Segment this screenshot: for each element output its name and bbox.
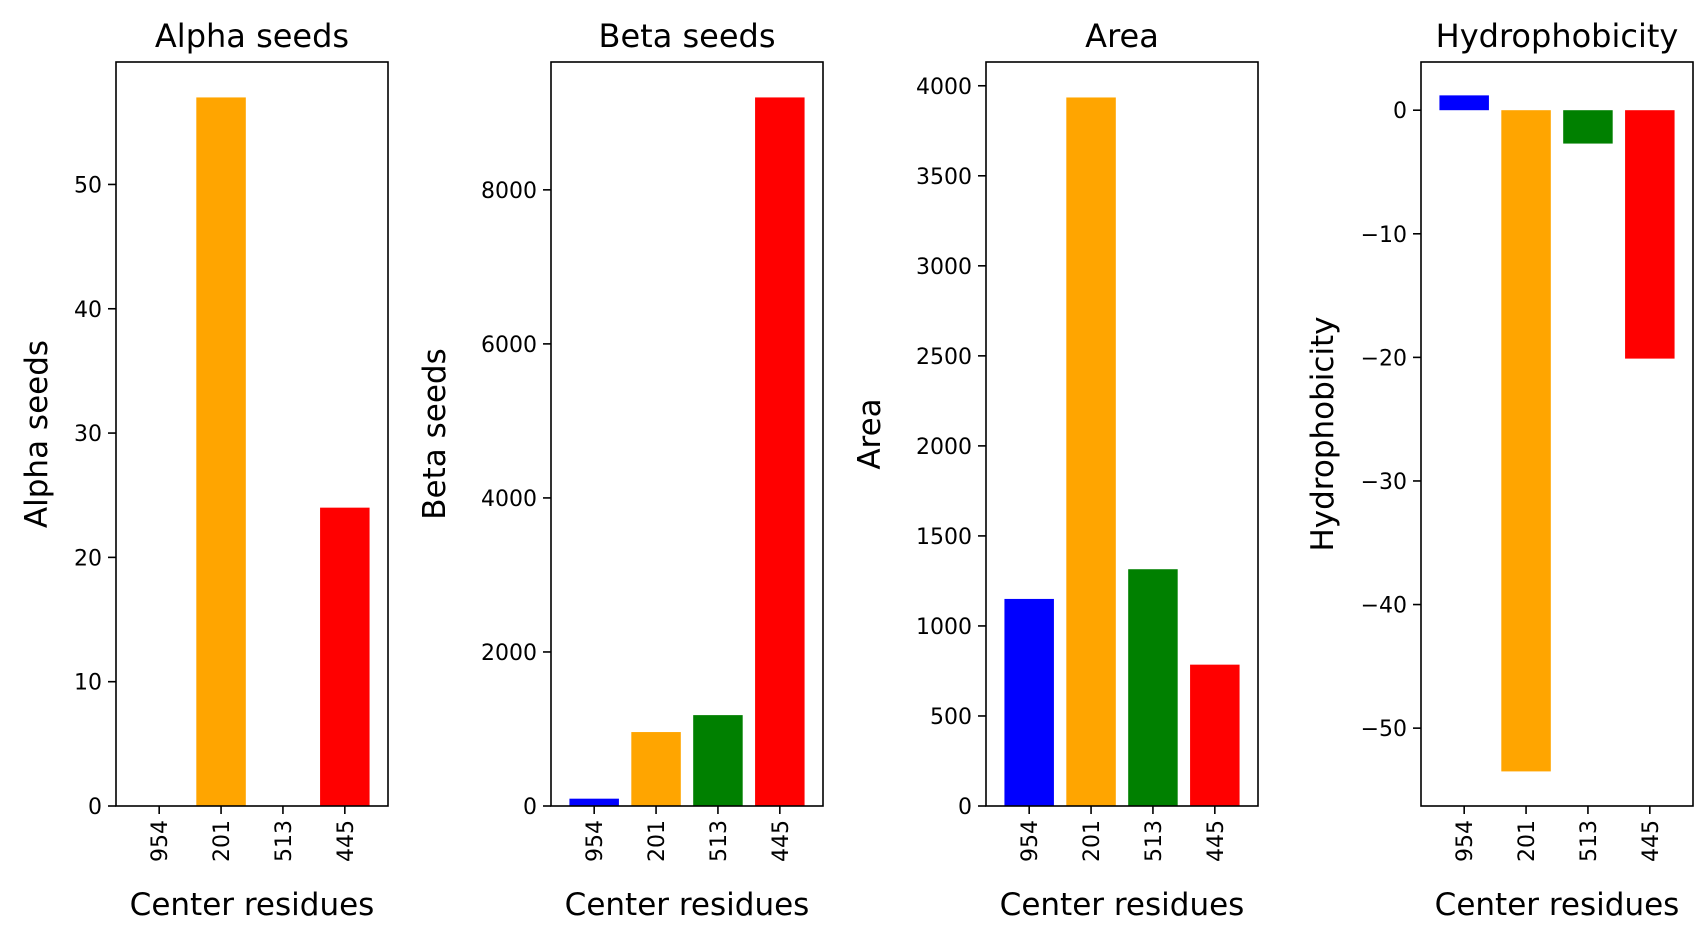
y-tick-label: −20 xyxy=(1361,346,1407,371)
y-tick-label: −50 xyxy=(1361,717,1407,742)
y-axis-label: Alpha seeds xyxy=(19,340,55,528)
y-tick-label: 0 xyxy=(1393,99,1407,124)
bar-513 xyxy=(693,715,743,806)
x-tick-label: 513 xyxy=(1577,820,1602,862)
x-tick-label: 954 xyxy=(1018,820,1043,862)
y-axis-label: Beta seeds xyxy=(417,348,453,519)
bar-201 xyxy=(1501,110,1551,772)
bar-445 xyxy=(755,97,805,807)
subplot-2: 0 2000 4000 6000 8000 954 201 513 445 Beta seeds C… xyxy=(417,17,824,923)
axes-frame xyxy=(985,61,1259,807)
x-axis-label: Center residues xyxy=(565,887,810,923)
y-tick-label: 3500 xyxy=(916,165,972,190)
y-tick-label: 50 xyxy=(74,173,102,198)
y-tick-label: 4000 xyxy=(481,487,537,512)
y-tick-label: 500 xyxy=(930,705,972,730)
y-axis-label: Hydrophobicity xyxy=(1305,316,1341,551)
x-tick-label: 513 xyxy=(1142,820,1167,862)
bar-445 xyxy=(320,507,370,806)
y-tick-label: 30 xyxy=(74,422,102,447)
x-axis-label: Center residues xyxy=(1000,887,1245,923)
y-tick-label: 3000 xyxy=(916,255,972,280)
y-tick-label: 0 xyxy=(523,795,537,820)
axes-frame xyxy=(550,61,824,807)
x-tick-label: 201 xyxy=(645,820,670,862)
x-tick-label: 445 xyxy=(1204,820,1229,862)
y-tick-label: 1000 xyxy=(916,615,972,640)
y-tick-label: 1500 xyxy=(916,525,972,550)
bar-201 xyxy=(196,97,246,807)
bar-954 xyxy=(569,798,619,806)
y-tick-label: 0 xyxy=(958,795,972,820)
y-tick-label: 2500 xyxy=(916,345,972,370)
subplot-1: 0 10 20 30 40 50 954 201 513 445 Alpha seeds Center… xyxy=(19,17,389,923)
x-axis-label: Center residues xyxy=(130,887,375,923)
axes-frame xyxy=(1420,61,1694,807)
axes-frame xyxy=(115,61,389,807)
subplot-4: 0 −10 −20 −30 −40 −50 954 201 513 445 Hydrophobici… xyxy=(1305,17,1694,923)
y-tick-label: 6000 xyxy=(481,333,537,358)
x-tick-label: 201 xyxy=(210,820,235,862)
x-tick-label: 201 xyxy=(1515,820,1540,862)
bar-513 xyxy=(1563,110,1613,144)
x-axis-label: Center residues xyxy=(1435,887,1680,923)
x-tick-label: 954 xyxy=(1453,820,1478,862)
y-tick-label: 2000 xyxy=(481,641,537,666)
x-tick-label: 445 xyxy=(334,820,359,862)
x-tick-label: 445 xyxy=(1639,820,1664,862)
y-tick-label: 40 xyxy=(74,298,102,323)
y-tick-label: 10 xyxy=(74,671,102,696)
x-tick-label: 954 xyxy=(583,820,608,862)
y-tick-label: 0 xyxy=(88,795,102,820)
bar-445 xyxy=(1625,110,1675,359)
y-tick-label: −30 xyxy=(1361,470,1407,495)
x-tick-label: 201 xyxy=(1080,820,1105,862)
y-tick-label: 2000 xyxy=(916,435,972,460)
x-tick-label: 445 xyxy=(769,820,794,862)
y-tick-label: 4000 xyxy=(916,75,972,100)
x-tick-label: 513 xyxy=(707,820,732,862)
bar-954 xyxy=(1004,598,1054,806)
chart-title: Beta seeds xyxy=(599,17,776,55)
y-tick-label: 8000 xyxy=(481,179,537,204)
bar-954 xyxy=(1439,95,1489,111)
chart-title: Alpha seeds xyxy=(155,17,349,55)
bar-201 xyxy=(631,732,681,806)
chart-title: Hydrophobicity xyxy=(1436,17,1679,55)
chart-title: Area xyxy=(1085,17,1159,55)
x-tick-label: 513 xyxy=(272,820,297,862)
subplot-3: 0 500 1000 1500 2000 2500 3000 3500 4000 954 201 51… xyxy=(852,17,1259,923)
x-tick-label: 954 xyxy=(148,820,173,862)
y-tick-label: −40 xyxy=(1361,594,1407,619)
y-tick-label: −10 xyxy=(1361,223,1407,248)
y-tick-label: 20 xyxy=(74,546,102,571)
bar-513 xyxy=(1128,569,1178,806)
bar-201 xyxy=(1066,97,1116,807)
y-axis-label: Area xyxy=(852,398,888,469)
bar-445 xyxy=(1190,664,1240,806)
